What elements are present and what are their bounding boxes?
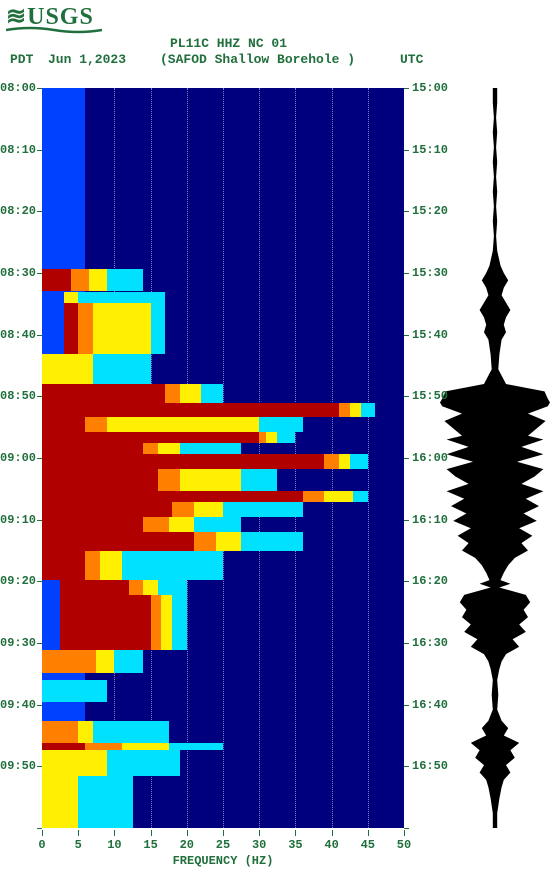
x-tick-label: 10	[107, 838, 121, 852]
left-time-label: 09:20	[0, 574, 34, 588]
spectrogram-plot	[42, 88, 404, 828]
spectrogram-band	[42, 551, 85, 581]
left-time-label: 09:00	[0, 451, 34, 465]
spectrogram-band	[42, 580, 60, 595]
spectrogram-band	[42, 517, 143, 532]
spectrogram-band	[42, 384, 165, 403]
spectrogram-band	[42, 269, 71, 291]
spectrogram-band	[42, 502, 172, 517]
spectrogram-band	[42, 469, 158, 491]
left-time-label: 08:50	[0, 389, 34, 403]
spectrogram-band	[42, 680, 107, 702]
right-time-label: 15:10	[412, 143, 448, 157]
spectrogram-band	[42, 532, 194, 551]
spectrogram-band	[42, 354, 93, 384]
x-tick-label: 25	[216, 838, 230, 852]
x-tick-label: 35	[288, 838, 302, 852]
right-time-label: 16:50	[412, 759, 448, 773]
right-time-label: 16:00	[412, 451, 448, 465]
spectrogram-band	[42, 432, 259, 443]
gridline	[368, 88, 369, 828]
right-time-label: 16:10	[412, 513, 448, 527]
svg-text:≋USGS: ≋USGS	[6, 4, 94, 30]
spectrogram-band	[42, 454, 324, 469]
x-axis-label: FREQUENCY (HZ)	[173, 854, 274, 868]
spectrogram-band	[42, 303, 64, 355]
date-label: Jun 1,2023	[48, 52, 126, 67]
left-tz-label: PDT	[10, 52, 33, 67]
left-time-label: 08:40	[0, 328, 34, 342]
station-id: PL11C HHZ NC 01	[170, 36, 287, 51]
x-tick-label: 45	[361, 838, 375, 852]
right-time-label: 15:50	[412, 389, 448, 403]
left-time-label: 08:30	[0, 266, 34, 280]
left-time-label: 09:50	[0, 759, 34, 773]
spectrogram-band	[42, 595, 60, 651]
right-time-label: 15:40	[412, 328, 448, 342]
right-time-label: 15:20	[412, 204, 448, 218]
left-time-label: 08:10	[0, 143, 34, 157]
left-time-label: 09:10	[0, 513, 34, 527]
usgs-logo: ≋USGS	[6, 2, 102, 36]
left-time-label: 09:30	[0, 636, 34, 650]
spectrogram-band	[42, 403, 339, 418]
right-time-label: 16:30	[412, 636, 448, 650]
spectrogram-band	[42, 650, 96, 672]
right-time-label: 16:40	[412, 698, 448, 712]
spectrogram-band	[42, 743, 85, 750]
spectrogram-band	[42, 292, 64, 303]
right-time-label: 15:00	[412, 81, 448, 95]
left-time-label: 08:20	[0, 204, 34, 218]
left-time-label: 08:00	[0, 81, 34, 95]
right-time-label: 16:20	[412, 574, 448, 588]
spectrogram-band	[42, 721, 78, 743]
x-tick-label: 5	[75, 838, 82, 852]
x-tick-label: 50	[397, 838, 411, 852]
spectrogram-band	[42, 491, 303, 502]
waveform-trace	[440, 88, 550, 828]
x-tick-label: 40	[324, 838, 338, 852]
x-tick-label: 20	[180, 838, 194, 852]
spectrogram-band	[42, 776, 78, 828]
left-time-label: 09:40	[0, 698, 34, 712]
x-tick-label: 0	[38, 838, 45, 852]
right-tz-label: UTC	[400, 52, 423, 67]
x-tick-label: 15	[143, 838, 157, 852]
spectrogram-band	[42, 750, 107, 776]
spectrogram-band	[42, 443, 143, 454]
spectrogram-band	[42, 417, 85, 432]
right-time-label: 15:30	[412, 266, 448, 280]
x-tick-label: 30	[252, 838, 266, 852]
station-desc: (SAFOD Shallow Borehole )	[160, 52, 355, 67]
